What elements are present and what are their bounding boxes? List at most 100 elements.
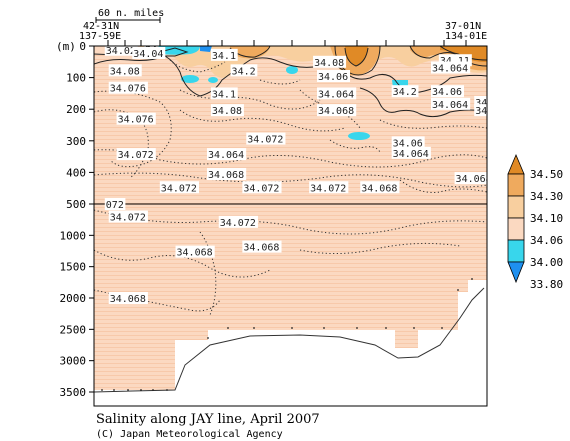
y-axis: 0 100 200 300 400 500 1000 1500 2000 2500 3000 3500: [60, 40, 94, 399]
colorbar-top-arrow: [507, 153, 525, 175]
contour-label-bg-21: [246, 132, 286, 145]
contour-labels: 34.023434.0434.134.234.0834.07634.0834.0…: [104, 46, 505, 305]
contour-label-23: 34.072: [118, 150, 154, 161]
y-tick-label-0: 0: [79, 40, 86, 53]
contour-label-bg-32: [104, 198, 126, 210]
contour-label-bg-36: [242, 240, 282, 253]
contour-label-22: 34.06: [393, 138, 423, 149]
contour-label-29: 34.072: [310, 183, 346, 194]
station-right-lat: 37-01N: [445, 21, 481, 32]
contour-label-bg-8: [317, 70, 351, 83]
credit-text: (C) Japan Meteorological Agency: [96, 429, 283, 440]
colorbar-label-3: 34.06: [530, 234, 563, 247]
y-tick-label-7: 1500: [60, 261, 87, 274]
contour-label-24: 34.064: [208, 150, 244, 161]
contour-label-bg-31: [454, 172, 487, 185]
contour-label-bg-13: [391, 85, 419, 98]
contour-label-bg-7: [313, 55, 347, 68]
contour-label-bg-0: [104, 46, 138, 56]
contour-label-7: 34.08: [314, 58, 344, 69]
contour-label-33: 34.072: [110, 213, 146, 224]
plot-frame: [93, 45, 488, 407]
contour-label-28: 34.072: [243, 183, 279, 194]
colorbar-label-4: 34.00: [530, 256, 563, 269]
contour-label-bg-22: [391, 136, 425, 149]
top-station-ticks: [107, 40, 467, 46]
station-right-lon: 134-01E: [445, 31, 487, 42]
colorbar-label-1: 34.30: [530, 190, 563, 203]
contour-label-31: 34.068: [456, 174, 492, 185]
contour-label-37: 34.068: [110, 294, 146, 305]
contour-label-bg-11: [210, 87, 238, 100]
plot-area: 34.023434.0434.134.234.0834.07634.0834.0…: [94, 46, 505, 406]
contour-label-bg-16: [317, 104, 357, 117]
contour-label-bg-33: [108, 210, 148, 223]
station-left-lon: 137-59E: [79, 31, 121, 42]
contour-label-bg-23: [116, 148, 156, 161]
header: 60 n. miles 42-31N 137-59E 37-01N 134-01…: [56, 8, 487, 53]
contour-label-3: 34.1: [212, 51, 236, 62]
contour-label-35: 34.068: [177, 248, 213, 259]
contour-label-6: 34.076: [110, 84, 146, 95]
station-left-lat: 42-31N: [83, 21, 119, 32]
contour-label-25: 34.064: [393, 149, 429, 160]
sampling-dots: [101, 278, 473, 391]
colorbar-label-0: 34.50: [530, 168, 563, 181]
contour-label-bg-20: [116, 112, 156, 125]
contour-label-4: 34.2: [232, 66, 256, 77]
contour-label-bg-27: [159, 181, 200, 194]
contour-label-14: 34.06: [432, 87, 462, 98]
colorbar-label-5: 33.80: [530, 278, 563, 291]
y-tick-label-3: 300: [66, 135, 86, 148]
colorbar-bottom-arrow: [507, 261, 525, 284]
contour-label-bg-15: [210, 104, 244, 117]
y-tick-label-9: 2500: [60, 323, 87, 336]
y-tick-label-4: 400: [66, 166, 86, 179]
contour-label-20: 34.076: [118, 115, 154, 126]
colorbar-label-2: 34.10: [530, 212, 563, 225]
contour-label-17: 34.064: [432, 100, 468, 111]
contour-label-bg-24: [206, 148, 247, 161]
contour-label-bg-30: [360, 181, 400, 194]
contour-label-32: 072: [106, 200, 124, 211]
dotted-contours: [94, 59, 487, 316]
contour-label-bg-19: [474, 104, 487, 117]
contour-label-bg-35: [175, 245, 215, 258]
y-tick-label-8: 2000: [60, 292, 87, 305]
contour-label-5: 34.08: [110, 66, 140, 77]
contour-label-10: 34.064: [432, 63, 468, 74]
contour-label-27: 34.072: [161, 183, 197, 194]
contour-label-bg-2: [132, 46, 166, 59]
contour-label-34: 34.072: [220, 218, 256, 229]
contour-label-bg-29: [309, 181, 349, 194]
contour-label-bg-4: [230, 64, 258, 77]
y-tick-label-5: 500: [66, 198, 86, 211]
contour-label-8: 34.06: [318, 72, 348, 83]
contour-label-bg-25: [391, 146, 431, 159]
chart-title: Salinity along JAY line, April 2007: [96, 412, 320, 427]
contour-label-26: 34.068: [208, 170, 244, 181]
y-tick-label-1: 100: [66, 72, 86, 85]
colorbar-segment-34.30: [507, 173, 525, 197]
contour-label-bg-6: [108, 81, 148, 94]
contour-label-15: 34.08: [212, 106, 242, 117]
y-tick-label-2: 200: [66, 103, 86, 116]
contour-label-bg-3: [210, 48, 238, 61]
sea-floor: [94, 280, 487, 406]
contour-label-18: 34.08: [475, 98, 505, 109]
contour-label-bg-37: [108, 292, 148, 304]
scale-label: 60 n. miles: [98, 8, 164, 19]
contour-label-bg-17: [430, 97, 471, 110]
contour-label-30: 34.068: [361, 183, 397, 194]
contour-label-0: 34.02: [106, 46, 136, 57]
contour-label-bg-34: [218, 215, 258, 228]
y-tick-label-6: 1000: [60, 229, 87, 242]
y-tick-label-10: 3000: [60, 355, 87, 368]
y-tick-label-11: 3500: [60, 386, 87, 399]
contour-label-36: 34.068: [243, 243, 279, 254]
contour-label-11: 34.1: [212, 89, 236, 100]
contour-label-bg-28: [242, 181, 282, 194]
colorbar: 34.50 34.30 34.10 34.06 34.00 33.80: [507, 153, 563, 291]
contour-label-21: 34.072: [247, 135, 283, 146]
